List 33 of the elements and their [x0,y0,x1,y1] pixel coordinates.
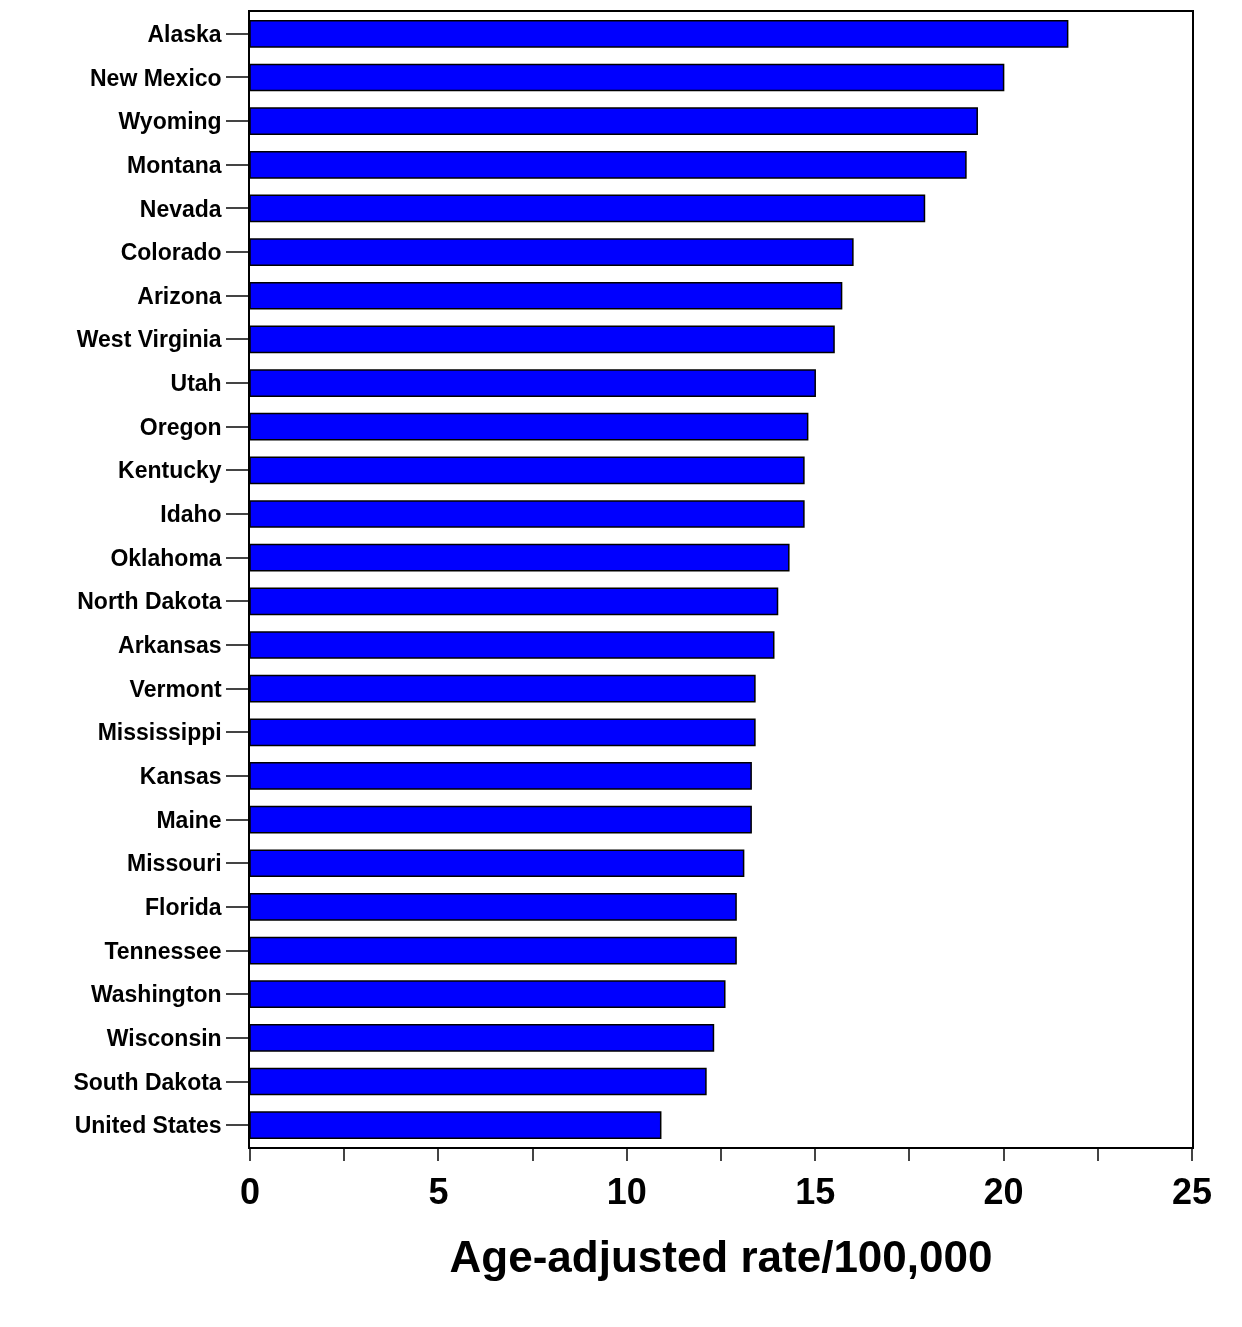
y-tick-label: United States [74,1112,222,1139]
y-tick-label: Washington [90,981,222,1008]
y-tick-label: Arkansas [118,632,222,659]
y-tick-label: North Dakota [77,588,222,615]
y-tick-label: Montana [127,151,222,178]
y-tick-label: Alaska [147,20,222,47]
y-tick-label: South Dakota [73,1068,222,1095]
y-tick-label: Maine [156,806,222,833]
y-tick-label: Vermont [129,675,222,702]
y-tick-label: Kentucky [118,457,222,484]
y-tick-label: Mississippi [97,719,222,746]
y-tick-label: Nevada [139,195,222,222]
y-tick-label: New Mexico [89,64,222,91]
y-tick-label: Colorado [120,239,222,266]
y-tick-label: Oregon [139,413,222,440]
y-tick-label: Oklahoma [110,544,222,571]
y-tick-label: Florida [144,893,222,920]
x-axis-title: Age-adjusted rate/100,000 [449,1231,993,1281]
x-tick-label: 5 [428,1170,449,1212]
x-tick-label: 10 [606,1170,647,1212]
y-tick-label: Tennessee [104,937,222,964]
y-tick-label: Idaho [160,501,222,528]
x-tick-label: 15 [795,1170,836,1212]
x-tick-label: 20 [983,1170,1024,1212]
y-tick-label: Kansas [139,762,222,789]
y-tick-label: Utah [170,370,222,397]
x-tick-label: 25 [1171,1170,1213,1212]
y-tick-label: Missouri [127,850,222,877]
x-tick-label: 0 [239,1170,261,1212]
y-tick-label: West Virginia [76,326,222,353]
y-tick-label: Wyoming [118,108,222,135]
y-tick-label: Arizona [137,282,222,309]
y-tick-label: Wisconsin [106,1024,222,1051]
